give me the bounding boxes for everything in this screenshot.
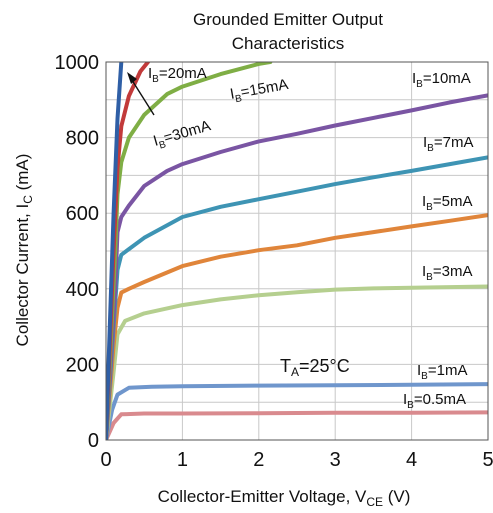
series-label-ib-1ma: IB=1mA	[417, 362, 467, 382]
series-line-ib-1ma	[106, 382, 488, 440]
y-tick-label: 400	[66, 279, 99, 301]
x-tick-label: 3	[330, 449, 341, 471]
chart-title: Grounded Emitter Output Characteristics	[193, 10, 383, 53]
label-end: =7mA	[434, 134, 474, 151]
label-end: =30mA	[162, 117, 213, 147]
label-end: =0.5mA	[414, 391, 466, 408]
chart-title-line-2: Characteristics	[232, 34, 344, 53]
series-label-ib-10ma: IB=10mA	[412, 70, 471, 90]
series-line-ib-7ma	[106, 155, 488, 440]
label-subscript: B	[426, 272, 433, 283]
series-labels: IB=0.5mAIB=1mAIB=3mAIB=5mAIB=7mAIB=10mAI…	[148, 65, 473, 411]
label-main: I	[229, 85, 236, 102]
series-line-ib-10ma	[106, 93, 488, 440]
chart-title-line-1: Grounded Emitter Output	[193, 10, 383, 29]
label-subscript: B	[427, 143, 434, 154]
series-label-ib-3ma: IB=3mA	[422, 263, 472, 283]
plot-frame	[105, 61, 489, 441]
label-main: T	[280, 356, 291, 376]
label-end: (V)	[383, 487, 410, 506]
series-label-ib-0-5ma: IB=0.5mA	[403, 391, 466, 411]
series-label-ib-5ma: IB=5mA	[422, 193, 472, 213]
temperature-annotation: TA=25°C	[280, 356, 350, 379]
label-end: =20mA	[159, 65, 207, 82]
label-subscript: B	[152, 74, 159, 85]
label-subscript: B	[407, 400, 414, 411]
ib-30ma-arrow-head	[127, 72, 137, 84]
series-line-ib-3ma	[106, 284, 488, 440]
series-label-ib-15ma: IB=15mA	[229, 76, 290, 106]
label-main: I	[422, 263, 426, 280]
x-tick-label: 1	[177, 449, 188, 471]
label-main: Collector-Emitter Voltage, V	[158, 487, 367, 506]
tick-labels: 0 1 2 3 4 5 0 200 400 600 800 1000	[55, 52, 493, 471]
label-subscript: C	[21, 195, 35, 204]
label-subscript: B	[421, 371, 428, 382]
x-tick-label: 4	[406, 449, 417, 471]
y-axis-label: Collector Current, IC (mA)	[13, 154, 35, 347]
y-tick-label: 200	[66, 354, 99, 376]
label-main: I	[412, 70, 416, 87]
x-tick-label: 5	[482, 449, 493, 471]
label-main: I	[148, 65, 152, 82]
label-subscript: B	[158, 139, 168, 152]
label-subscript: B	[426, 202, 433, 213]
plot-series	[106, 62, 488, 440]
y-tick-label: 600	[66, 203, 99, 225]
label-main: I	[417, 362, 421, 379]
series-line-ib-30ma	[106, 62, 124, 440]
label-subscript: A	[291, 365, 299, 379]
label-main: I	[422, 193, 426, 210]
label-subscript: B	[416, 79, 423, 90]
label-end: =3mA	[433, 263, 473, 280]
series-line-ib-5ma	[106, 213, 488, 440]
ib-30ma-arrow	[129, 76, 155, 116]
series-label-ib-20ma: IB=20mA	[148, 65, 207, 85]
series-label-ib-7ma: IB=7mA	[423, 134, 473, 154]
label-end: (mA)	[13, 154, 32, 196]
x-tick-label: 2	[253, 449, 264, 471]
label-main: I	[423, 134, 427, 151]
label-end: =1mA	[428, 362, 468, 379]
y-tick-label: 1000	[55, 52, 100, 74]
label-subscript: CE	[366, 495, 383, 509]
x-tick-label: 0	[100, 449, 111, 471]
label-end: =15mA	[239, 76, 289, 101]
x-axis-label: Collector-Emitter Voltage, VCE (V)	[158, 487, 411, 509]
label-end: =25°C	[299, 356, 350, 376]
y-tick-label: 0	[88, 430, 99, 452]
label-end: =5mA	[433, 193, 473, 210]
label-main: I	[151, 132, 160, 149]
label-subscript: B	[234, 93, 243, 105]
label-main: I	[403, 391, 407, 408]
series-line-ib-0-5ma	[106, 410, 488, 440]
label-main: Collector Current, I	[13, 204, 32, 347]
y-tick-label: 800	[66, 128, 99, 150]
label-end: =10mA	[423, 70, 471, 87]
